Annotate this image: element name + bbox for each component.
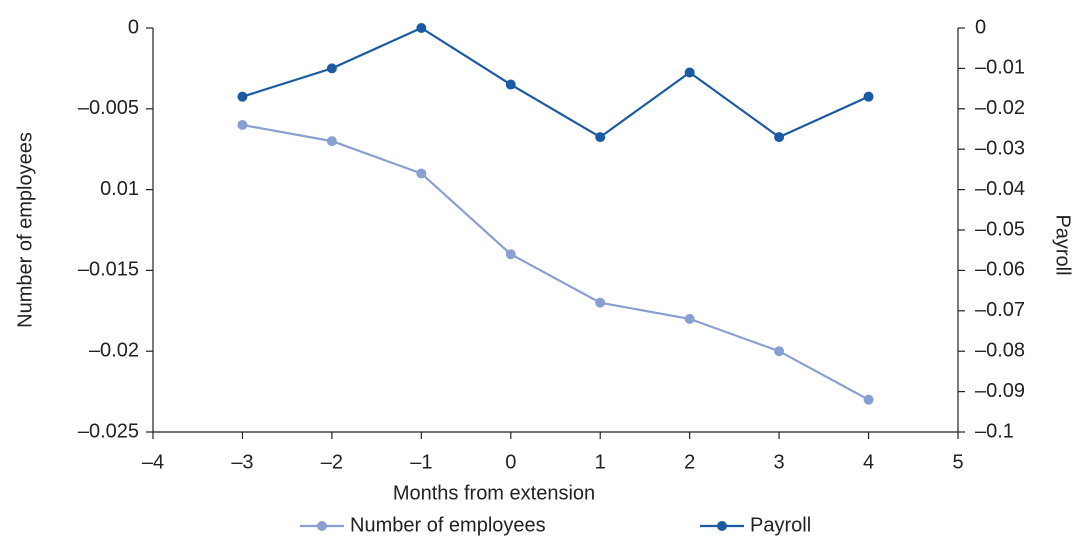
point xyxy=(505,79,516,90)
x-tick-label: 5 xyxy=(952,451,963,473)
y2-tick-label: –0.09 xyxy=(975,380,1025,402)
y2-tick-label: –0.08 xyxy=(975,339,1025,361)
y-axis-title: Number of employees xyxy=(14,132,36,328)
y-tick-label: –0.02 xyxy=(89,339,139,361)
y-tick-label: 0 xyxy=(128,16,139,38)
legend-marker xyxy=(717,521,727,531)
y2-tick-label: –0.02 xyxy=(975,97,1025,119)
y-tick-label: 0.01 xyxy=(100,178,139,200)
y2-tick-label: –0.05 xyxy=(975,218,1025,240)
y-tick-label: –0.015 xyxy=(78,259,139,281)
y2-tick-label: –0.07 xyxy=(975,299,1025,321)
point xyxy=(863,394,874,405)
point xyxy=(595,132,606,143)
point xyxy=(684,67,695,78)
x-axis-title: Months from extension xyxy=(393,482,595,504)
legend-label: Payroll xyxy=(750,514,811,536)
y-tick-label: –0.025 xyxy=(78,420,139,442)
legend-label: Number of employees xyxy=(350,514,546,536)
point xyxy=(416,168,427,179)
x-tick-label: –2 xyxy=(321,451,343,473)
point xyxy=(416,23,427,33)
y-tick-label: –0.005 xyxy=(78,97,139,119)
y2-tick-label: 0 xyxy=(975,16,986,38)
y2-tick-label: –0.04 xyxy=(975,178,1025,200)
x-tick-label: 1 xyxy=(595,451,606,473)
legend-marker xyxy=(317,521,327,531)
point xyxy=(774,346,785,357)
point xyxy=(237,119,248,130)
x-tick-label: –4 xyxy=(142,451,164,473)
y2-tick-label: –0.03 xyxy=(975,137,1025,159)
series-line xyxy=(242,26,870,139)
x-tick-label: 4 xyxy=(863,451,874,473)
y2-tick-label: –0.06 xyxy=(975,259,1025,281)
x-tick-label: 3 xyxy=(774,451,785,473)
y2-axis-title: Payroll xyxy=(1052,214,1073,275)
y2-tick-label: –0.01 xyxy=(975,57,1025,79)
point xyxy=(326,136,337,147)
x-tick-label: –3 xyxy=(231,451,253,473)
x-tick-label: 0 xyxy=(505,451,516,473)
point xyxy=(505,249,516,260)
series-line xyxy=(242,123,870,401)
point xyxy=(684,313,695,324)
point xyxy=(595,297,606,308)
point xyxy=(237,91,248,102)
x-tick-label: –1 xyxy=(410,451,432,473)
point xyxy=(863,91,874,102)
y2-tick-label: –0.1 xyxy=(975,420,1014,442)
point xyxy=(326,63,337,74)
x-tick-label: 2 xyxy=(684,451,695,473)
point xyxy=(774,132,785,143)
